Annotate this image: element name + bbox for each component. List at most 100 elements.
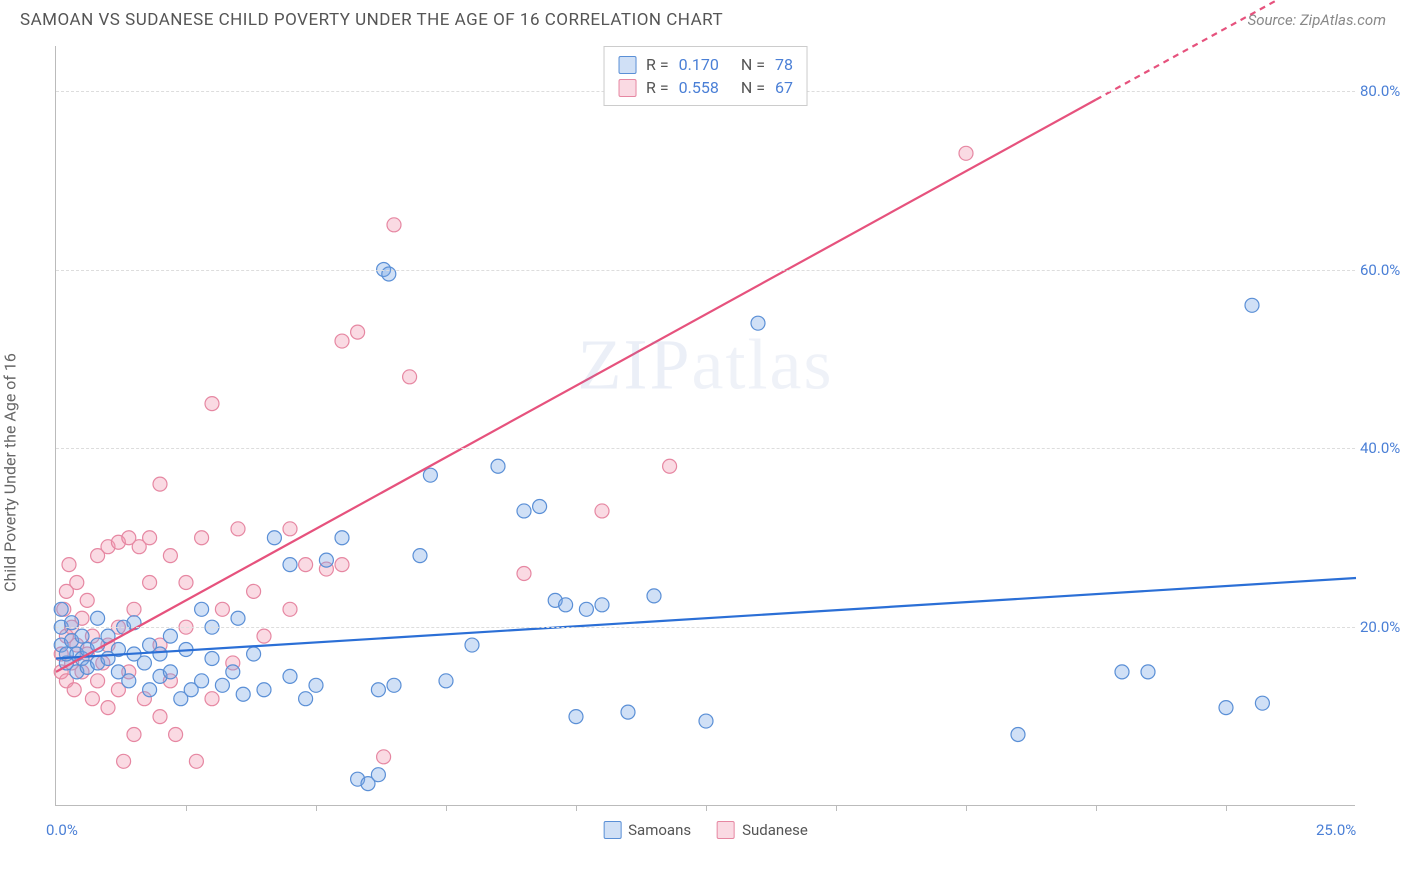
scatter-point xyxy=(247,647,261,661)
xtick-minor xyxy=(706,805,707,811)
scatter-point xyxy=(335,558,349,572)
stats-r-label: R = xyxy=(646,55,669,74)
scatter-point xyxy=(387,218,401,232)
scatter-point xyxy=(1115,665,1129,679)
scatter-point xyxy=(319,553,333,567)
scatter-point xyxy=(189,754,203,768)
scatter-point xyxy=(54,602,68,616)
stats-swatch-samoans xyxy=(618,56,636,74)
stats-n-sudanese: 67 xyxy=(775,78,793,97)
scatter-point xyxy=(205,397,219,411)
scatter-point xyxy=(1011,727,1025,741)
scatter-point xyxy=(335,531,349,545)
xtick-label: 25.0% xyxy=(1316,821,1356,839)
scatter-point xyxy=(80,593,94,607)
legend-swatch-samoans xyxy=(603,821,621,839)
stats-row-sudanese: R = 0.558 N = 67 xyxy=(618,76,793,99)
ytick-label: 20.0% xyxy=(1360,618,1406,636)
scatter-point xyxy=(179,575,193,589)
scatter-point xyxy=(195,531,209,545)
scatter-point xyxy=(163,665,177,679)
scatter-point xyxy=(91,674,105,688)
scatter-point xyxy=(299,692,313,706)
scatter-point xyxy=(371,768,385,782)
scatter-point xyxy=(387,678,401,692)
xtick-minor xyxy=(446,805,447,811)
xtick-minor xyxy=(836,805,837,811)
xtick-minor xyxy=(186,805,187,811)
scatter-point xyxy=(309,678,323,692)
scatter-point xyxy=(143,683,157,697)
scatter-point xyxy=(205,651,219,665)
y-axis-label: Child Poverty Under the Age of 16 xyxy=(1,353,20,592)
scatter-point xyxy=(91,611,105,625)
scatter-point xyxy=(195,602,209,616)
chart-container: Child Poverty Under the Age of 16 R = 0.… xyxy=(0,38,1406,888)
scatter-point xyxy=(351,325,365,339)
scatter-point xyxy=(423,468,437,482)
scatter-point xyxy=(101,701,115,715)
scatter-point xyxy=(143,575,157,589)
scatter-point xyxy=(699,714,713,728)
scatter-point xyxy=(491,459,505,473)
header: SAMOAN VS SUDANESE CHILD POVERTY UNDER T… xyxy=(0,0,1406,38)
scatter-point xyxy=(377,750,391,764)
scatter-point xyxy=(153,647,167,661)
scatter-point xyxy=(283,522,297,536)
legend-item-samoans: Samoans xyxy=(603,821,691,839)
scatter-point xyxy=(70,575,84,589)
scatter-point xyxy=(595,504,609,518)
scatter-point xyxy=(236,687,250,701)
scatter-point xyxy=(959,146,973,160)
scatter-point xyxy=(163,629,177,643)
scatter-point xyxy=(205,692,219,706)
stats-n-label: N = xyxy=(741,55,765,74)
xtick-minor xyxy=(1226,805,1227,811)
scatter-point xyxy=(465,638,479,652)
legend-swatch-sudanese xyxy=(717,821,735,839)
trend-line xyxy=(56,100,1096,672)
scatter-point xyxy=(621,705,635,719)
scatter-point xyxy=(163,549,177,563)
stats-r-label: R = xyxy=(646,78,669,97)
scatter-point xyxy=(517,504,531,518)
scatter-point xyxy=(579,602,593,616)
xtick-minor xyxy=(316,805,317,811)
scatter-point xyxy=(335,334,349,348)
gridline-h xyxy=(56,448,1355,449)
ytick-label: 40.0% xyxy=(1360,439,1406,457)
xtick-minor xyxy=(1096,805,1097,811)
scatter-point xyxy=(1255,696,1269,710)
gridline-h xyxy=(56,627,1355,628)
scatter-point xyxy=(1219,701,1233,715)
scatter-point xyxy=(117,754,131,768)
scatter-point xyxy=(559,598,573,612)
xtick-minor xyxy=(576,805,577,811)
stats-row-samoans: R = 0.170 N = 78 xyxy=(618,53,793,76)
scatter-point xyxy=(595,598,609,612)
stats-r-sudanese: 0.558 xyxy=(679,78,719,97)
ytick-label: 60.0% xyxy=(1360,261,1406,279)
xtick-minor xyxy=(966,805,967,811)
gridline-h xyxy=(56,270,1355,271)
scatter-point xyxy=(153,710,167,724)
scatter-point xyxy=(231,611,245,625)
legend-label-sudanese: Sudanese xyxy=(742,821,808,839)
scatter-point xyxy=(153,477,167,491)
ytick-label: 80.0% xyxy=(1360,82,1406,100)
scatter-point xyxy=(127,727,141,741)
scatter-point xyxy=(413,549,427,563)
scatter-point xyxy=(231,522,245,536)
scatter-point xyxy=(215,602,229,616)
scatter-point xyxy=(247,584,261,598)
scatter-point xyxy=(267,531,281,545)
scatter-point xyxy=(127,602,141,616)
legend-label-samoans: Samoans xyxy=(628,821,691,839)
scatter-point xyxy=(67,683,81,697)
stats-swatch-sudanese xyxy=(618,79,636,97)
scatter-point xyxy=(283,558,297,572)
scatter-point xyxy=(533,499,547,513)
xtick-label: 0.0% xyxy=(46,821,78,839)
scatter-point xyxy=(283,602,297,616)
scatter-point xyxy=(663,459,677,473)
